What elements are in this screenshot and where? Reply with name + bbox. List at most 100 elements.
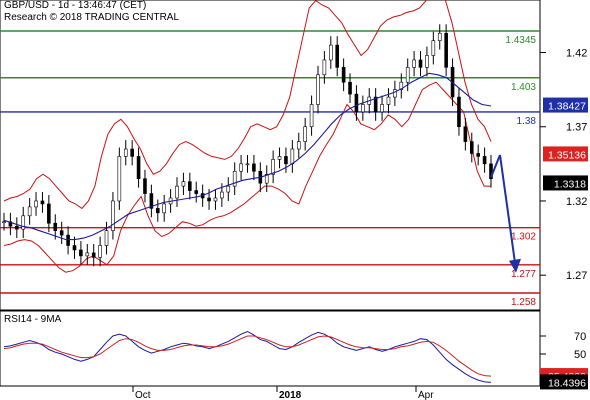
- candle-body: [85, 252, 90, 257]
- rsi-panel-frame: [0, 310, 541, 387]
- rsi-title: RSI14 - 9MA: [4, 314, 62, 325]
- candle-body: [476, 153, 480, 157]
- candle-body: [149, 193, 154, 209]
- candle-body: [220, 191, 224, 199]
- rsi-price-box: [540, 374, 588, 390]
- candle-body: [143, 178, 147, 194]
- candle-body: [290, 148, 295, 165]
- candle-body: [66, 234, 70, 246]
- candle-body: [8, 221, 13, 227]
- candle-body: [303, 126, 307, 142]
- copyright-notice: Research © 2018 TRADING CENTRAL: [4, 12, 180, 23]
- x-tick-label: 2018: [279, 390, 302, 400]
- x-axis-ticks: Oct 2018 Apr: [132, 386, 434, 400]
- moving-average: [3, 72, 492, 241]
- candle-body: [354, 93, 359, 113]
- rsi-price-box-label: 18.4396: [548, 377, 586, 389]
- candle-body: [123, 148, 128, 157]
- forecast-up-segment: [490, 154, 501, 178]
- candle-body: [361, 104, 365, 113]
- candle-body: [245, 163, 250, 166]
- candle-body: [380, 104, 384, 113]
- candle-body: [386, 96, 391, 105]
- candle-body: [277, 156, 282, 160]
- candle-body: [341, 67, 346, 83]
- candle-body: [316, 74, 320, 105]
- candle-body: [418, 59, 423, 68]
- candle-body: [329, 44, 333, 61]
- bollinger-bands: [3, 0, 492, 273]
- rsi-price-boxes: 25.482918.4396: [540, 368, 588, 390]
- candle-body: [425, 55, 429, 68]
- candle-body: [47, 203, 51, 224]
- candle-body: [437, 32, 442, 41]
- price-box: [543, 175, 588, 191]
- y-tick-label: 1.42: [566, 48, 587, 60]
- candle-body: [226, 185, 231, 193]
- level-label: 1.4345: [505, 35, 536, 46]
- candle-body: [399, 81, 404, 90]
- candle-body: [469, 141, 474, 154]
- candle-body: [284, 156, 288, 165]
- candle-body: [335, 44, 340, 68]
- candle-body: [175, 185, 179, 199]
- candle-body: [130, 148, 134, 157]
- candle-body: [296, 141, 301, 150]
- candle-body: [136, 156, 141, 179]
- candle-body: [405, 67, 410, 83]
- level-label: 1.302: [511, 232, 536, 243]
- candle-body: [393, 89, 397, 98]
- candle-body: [264, 173, 269, 184]
- rsi-series-line: [3, 335, 492, 377]
- y-tick-label: 1.27: [566, 270, 587, 282]
- candle-body: [207, 197, 211, 202]
- candle-body: [59, 230, 64, 236]
- candle-body: [91, 252, 96, 258]
- candle-body: [79, 249, 83, 257]
- upper-band-line: [3, 0, 492, 210]
- horizontal-levels: 1.4345 1.403 1.38 1.302 1.277 1.258: [0, 30, 540, 308]
- candle-body: [162, 203, 166, 214]
- price-box-label: 1.38427: [548, 101, 586, 113]
- x-tick-label: Oct: [135, 390, 151, 400]
- candle-body: [27, 206, 32, 217]
- candle-body: [232, 170, 237, 187]
- candle-body: [431, 40, 436, 56]
- candle-body: [117, 156, 122, 202]
- candle-body: [53, 222, 58, 231]
- rsi-lines: [3, 330, 492, 383]
- candle-body: [348, 81, 352, 95]
- candle-body: [239, 163, 243, 172]
- ma-line: [3, 72, 492, 241]
- candle-body: [2, 221, 6, 224]
- level-label: 1.277: [511, 269, 536, 280]
- price-box: [543, 97, 588, 113]
- candle-body: [181, 181, 186, 187]
- candle-body: [463, 126, 468, 142]
- candles: [2, 24, 493, 267]
- candle-body: [252, 163, 256, 172]
- candle-body: [412, 59, 416, 68]
- candle-body: [444, 32, 448, 68]
- rsi-series-line: [3, 330, 492, 383]
- lower-band-line: [3, 81, 491, 273]
- candle-body: [482, 156, 487, 165]
- candle-body: [457, 96, 461, 128]
- candle-body: [98, 245, 102, 258]
- level-label: 1.38: [517, 116, 537, 127]
- candle-body: [111, 200, 115, 231]
- rsi-tick-label: 70: [574, 331, 586, 343]
- candle-body: [373, 96, 378, 113]
- forecast-arrowhead: [509, 258, 521, 273]
- x-tick-label: Apr: [418, 390, 434, 400]
- candle-body: [309, 104, 314, 128]
- candle-body: [21, 215, 26, 230]
- candle-body: [322, 59, 327, 76]
- candle-body: [155, 208, 160, 214]
- rsi-tick-label: 50: [574, 349, 586, 361]
- candle-body: [34, 200, 38, 208]
- y-axis-ticks: 1.27 1.32 1.37 1.42: [540, 48, 587, 282]
- candle-body: [72, 245, 77, 251]
- y-tick-label: 1.32: [566, 196, 587, 208]
